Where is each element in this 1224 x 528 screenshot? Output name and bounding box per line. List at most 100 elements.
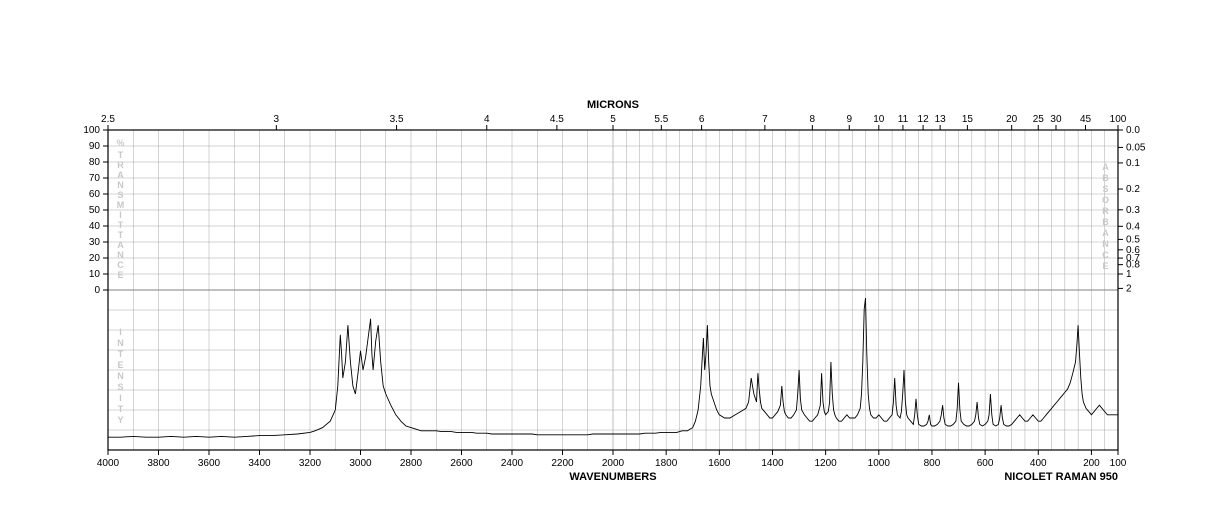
instrument-label: NICOLET RAMAN 950 <box>1004 471 1118 483</box>
watermark-char: E <box>117 360 124 370</box>
top-tick-label: 5 <box>610 114 616 125</box>
x-tick-label: 1800 <box>655 458 678 469</box>
x-tick-label: 1000 <box>868 458 891 469</box>
x-tick-label: 2000 <box>602 458 625 469</box>
x-tick-label: 800 <box>924 458 941 469</box>
watermark-char: S <box>117 190 124 200</box>
watermark-char: N <box>117 180 125 190</box>
watermark-char: N <box>1102 239 1110 249</box>
x-tick-label: 2200 <box>551 458 574 469</box>
watermark-char: Y <box>117 415 124 425</box>
x-tick-label: 1200 <box>815 458 838 469</box>
watermark-char: O <box>1102 195 1110 205</box>
yr-tick-label: 1 <box>1126 269 1132 280</box>
top-tick-label: 9 <box>846 114 852 125</box>
watermark-char: A <box>1102 228 1110 238</box>
top-tick-label: 4.5 <box>550 114 564 125</box>
top-tick-label: 25 <box>1033 114 1045 125</box>
top-tick-label: 10 <box>873 114 885 125</box>
watermark-char: E <box>117 270 124 280</box>
x-tick-label: 2600 <box>450 458 473 469</box>
watermark-char: E <box>1102 261 1109 271</box>
y-tick-label: 40 <box>89 221 101 232</box>
top-tick-label: 12 <box>918 114 930 125</box>
x-tick-label: 1400 <box>761 458 784 469</box>
watermark-char: A <box>117 170 125 180</box>
watermark-char: T <box>118 404 125 414</box>
watermark-char: R <box>1102 206 1110 216</box>
watermark-char: T <box>118 150 125 160</box>
watermark-char: N <box>117 371 125 381</box>
y-tick-label: 90 <box>89 141 101 152</box>
x-tick-label: 200 <box>1083 458 1100 469</box>
x-tick-label: 3800 <box>147 458 170 469</box>
watermark-char: C <box>117 260 125 270</box>
watermark-char: I <box>119 210 123 220</box>
chart-svg: 4000380036003400320030002800260024002200… <box>0 0 1224 528</box>
x-tick-label: 400 <box>1030 458 1047 469</box>
y-tick-label: 80 <box>89 157 101 168</box>
watermark-char: M <box>117 200 126 210</box>
top-tick-label: 45 <box>1080 114 1092 125</box>
top-tick-label: 30 <box>1050 114 1062 125</box>
yr-tick-label: 0.3 <box>1126 205 1140 216</box>
y-tick-label: 10 <box>89 269 101 280</box>
top-tick-label: 8 <box>810 114 816 125</box>
x-tick-label: 4000 <box>97 458 120 469</box>
watermark-char: C <box>1102 250 1110 260</box>
top-tick-label: 11 <box>898 114 909 125</box>
yr-tick-label: 0.4 <box>1126 221 1140 232</box>
yr-tick-label: 0.1 <box>1126 158 1140 169</box>
x-axis-title: WAVENUMBERS <box>569 471 656 483</box>
top-tick-label: 100 <box>1110 114 1127 125</box>
top-axis-title: MICRONS <box>587 99 639 111</box>
x-tick-label: 3600 <box>198 458 221 469</box>
watermark-char: B <box>1102 217 1110 227</box>
top-tick-label: 13 <box>935 114 947 125</box>
top-tick-label: 2.5 <box>101 114 115 125</box>
x-tick-label: 2400 <box>501 458 524 469</box>
y-tick-label: 0 <box>94 285 100 296</box>
watermark-char: N <box>117 338 125 348</box>
top-tick-label: 3 <box>274 114 280 125</box>
top-tick-label: 6 <box>699 114 705 125</box>
yr-tick-label: 0.5 <box>1126 234 1140 245</box>
x-tick-label: 2800 <box>400 458 423 469</box>
watermark-char: I <box>119 327 123 337</box>
y-tick-label: 30 <box>89 237 101 248</box>
watermark-char: A <box>117 240 125 250</box>
yr-tick-label: 0.2 <box>1126 184 1140 195</box>
watermark-char: T <box>118 230 125 240</box>
x-tick-label: 3000 <box>349 458 372 469</box>
yr-tick-label: 0.05 <box>1126 142 1146 153</box>
watermark-char: S <box>1102 184 1109 194</box>
x-tick-label: 600 <box>977 458 994 469</box>
watermark-char: T <box>118 349 125 359</box>
x-tick-label: 100 <box>1110 458 1127 469</box>
y-tick-label: 60 <box>89 189 101 200</box>
y-tick-label: 20 <box>89 253 101 264</box>
watermark-char: S <box>117 382 124 392</box>
watermark-char: N <box>117 250 125 260</box>
watermark-char: R <box>117 160 125 170</box>
top-tick-label: 20 <box>1006 114 1018 125</box>
top-tick-label: 15 <box>962 114 974 125</box>
x-tick-label: 1600 <box>708 458 731 469</box>
watermark-char: I <box>119 393 123 403</box>
y-tick-label: 100 <box>83 125 100 136</box>
yr-tick-label: 0.0 <box>1126 125 1140 136</box>
watermark-char: T <box>118 220 125 230</box>
top-tick-label: 4 <box>484 114 490 125</box>
watermark-char: % <box>116 138 125 148</box>
top-tick-label: 7 <box>762 114 768 125</box>
spectrum-chart: 4000380036003400320030002800260024002200… <box>0 0 1224 528</box>
watermark-char: A <box>1102 162 1110 172</box>
x-tick-label: 3200 <box>299 458 322 469</box>
y-tick-label: 70 <box>89 173 101 184</box>
x-tick-label: 3400 <box>248 458 271 469</box>
top-tick-label: 3.5 <box>390 114 404 125</box>
top-tick-label: 5.5 <box>654 114 668 125</box>
y-tick-label: 50 <box>89 205 101 216</box>
watermark-char: B <box>1102 173 1110 183</box>
yr-tick-label: 2 <box>1126 283 1132 294</box>
